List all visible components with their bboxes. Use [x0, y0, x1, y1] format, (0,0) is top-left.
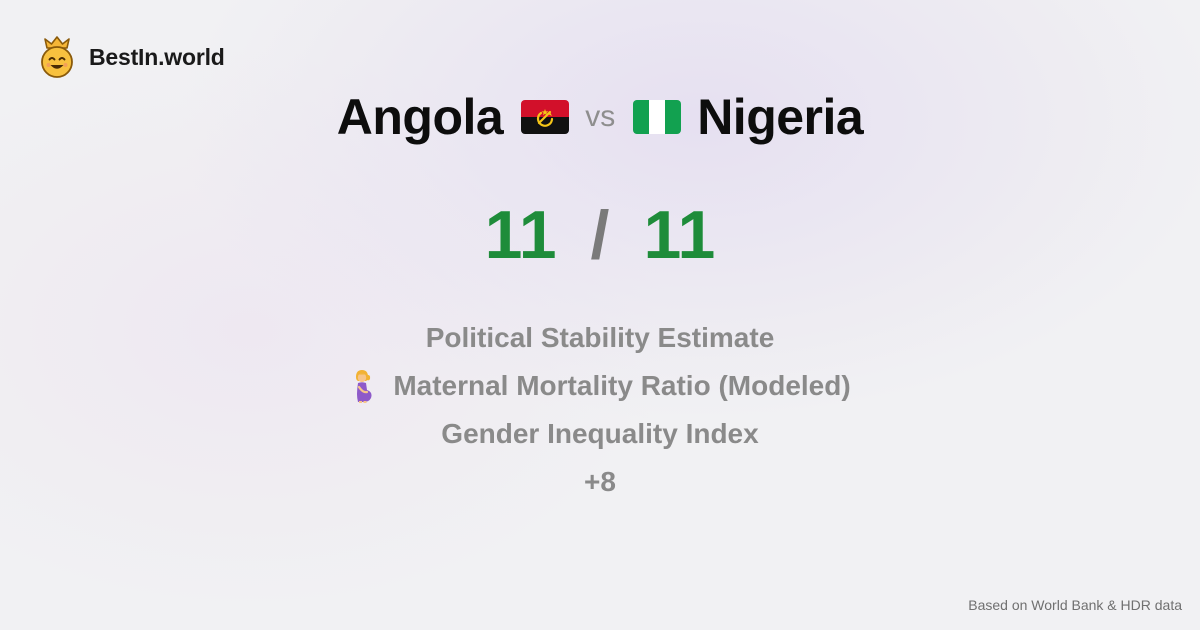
data-source-note: Based on World Bank & HDR data	[968, 597, 1182, 613]
metric-label: Maternal Mortality Ratio (Modeled)	[393, 370, 851, 401]
country-left-name: Angola	[336, 89, 504, 145]
metric-list: Political Stability Estimate Maternal Mo…	[0, 314, 1200, 506]
score-left: 11	[484, 197, 557, 273]
score-separator: /	[590, 197, 610, 273]
score-right: 11	[643, 197, 716, 273]
crowned-smiley-icon	[41, 36, 73, 78]
score-row: 11 / 11	[0, 196, 1200, 274]
metric-more-count: +8	[584, 458, 616, 506]
country-right-name: Nigeria	[697, 89, 864, 145]
angola-flag-icon	[521, 100, 570, 134]
metric-label: Political Stability Estimate	[425, 322, 775, 353]
metric-label: Gender Inequality Index	[441, 418, 759, 449]
metric-item: Maternal Mortality Ratio (Modeled)	[349, 362, 851, 410]
versus-label: vs	[585, 100, 616, 133]
metric-item: Gender Inequality Index	[441, 410, 758, 458]
comparison-title: Angola vs Nigeria	[0, 86, 1200, 148]
pregnant-woman-icon	[356, 370, 372, 403]
brand-name: BestIn.world	[89, 43, 225, 70]
brand-logo[interactable]: BestIn.world	[38, 36, 225, 78]
metric-label: +8	[584, 466, 616, 497]
nigeria-flag-icon	[633, 100, 682, 134]
metric-item: Political Stability Estimate	[426, 314, 775, 362]
